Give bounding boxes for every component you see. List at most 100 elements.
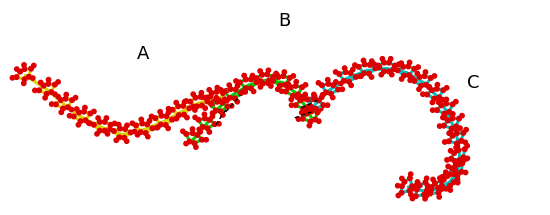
Circle shape [431, 177, 435, 182]
Circle shape [415, 187, 419, 192]
Text: A: A [137, 45, 149, 63]
Circle shape [432, 96, 437, 101]
Circle shape [316, 81, 321, 85]
Circle shape [454, 131, 459, 135]
Circle shape [316, 109, 320, 114]
Circle shape [222, 97, 227, 101]
Circle shape [271, 74, 276, 79]
Circle shape [424, 70, 428, 74]
Circle shape [235, 84, 240, 88]
Circle shape [320, 95, 324, 100]
Circle shape [442, 111, 447, 116]
Circle shape [153, 116, 158, 120]
Circle shape [461, 131, 466, 135]
Circle shape [92, 123, 96, 127]
Circle shape [400, 176, 404, 181]
Circle shape [125, 123, 129, 127]
Circle shape [430, 185, 434, 189]
Circle shape [133, 129, 137, 134]
Circle shape [117, 135, 122, 140]
Circle shape [417, 183, 422, 188]
Circle shape [192, 108, 197, 112]
Circle shape [439, 103, 444, 108]
Circle shape [269, 84, 273, 88]
Circle shape [462, 158, 466, 162]
Circle shape [299, 95, 304, 99]
Circle shape [444, 101, 448, 106]
Circle shape [376, 63, 381, 68]
Circle shape [409, 192, 413, 197]
Circle shape [221, 91, 226, 95]
Circle shape [200, 125, 205, 129]
Circle shape [417, 75, 422, 79]
Circle shape [370, 59, 374, 63]
Circle shape [301, 109, 306, 113]
Circle shape [426, 184, 430, 188]
Circle shape [220, 100, 224, 105]
Circle shape [184, 141, 188, 146]
Circle shape [382, 60, 386, 65]
Circle shape [214, 89, 219, 94]
Circle shape [397, 62, 401, 66]
Circle shape [304, 83, 307, 87]
Circle shape [65, 105, 70, 109]
Circle shape [286, 82, 290, 86]
Circle shape [448, 149, 453, 153]
Circle shape [432, 74, 437, 78]
Circle shape [117, 122, 121, 127]
Circle shape [22, 67, 27, 71]
Circle shape [193, 115, 197, 120]
Circle shape [294, 80, 299, 84]
Circle shape [425, 176, 429, 180]
Circle shape [307, 123, 311, 128]
Circle shape [207, 88, 211, 92]
Circle shape [454, 124, 459, 129]
Circle shape [430, 100, 434, 104]
Circle shape [102, 128, 107, 133]
Circle shape [456, 148, 460, 152]
Circle shape [373, 66, 378, 71]
Circle shape [159, 114, 164, 118]
Circle shape [210, 103, 214, 108]
Circle shape [275, 73, 279, 77]
Circle shape [114, 138, 118, 143]
Circle shape [208, 101, 213, 106]
Circle shape [181, 129, 185, 134]
Circle shape [170, 117, 174, 122]
Circle shape [321, 103, 326, 108]
Circle shape [372, 62, 376, 66]
Circle shape [123, 127, 127, 131]
Circle shape [205, 96, 209, 101]
Circle shape [295, 95, 300, 100]
Circle shape [140, 121, 145, 126]
Circle shape [317, 98, 321, 103]
Circle shape [436, 190, 441, 195]
Circle shape [309, 105, 313, 109]
Circle shape [447, 139, 451, 144]
Circle shape [444, 97, 448, 101]
Circle shape [443, 115, 447, 120]
Circle shape [409, 172, 413, 176]
Circle shape [56, 95, 60, 99]
Circle shape [218, 109, 223, 114]
Circle shape [392, 67, 396, 71]
Circle shape [399, 61, 404, 65]
Circle shape [188, 99, 192, 104]
Circle shape [195, 133, 200, 137]
Circle shape [195, 104, 199, 109]
Circle shape [348, 71, 353, 75]
Circle shape [21, 81, 26, 86]
Circle shape [424, 83, 428, 87]
Circle shape [399, 190, 404, 195]
Circle shape [239, 91, 244, 95]
Circle shape [191, 92, 195, 96]
Circle shape [182, 112, 186, 117]
Circle shape [312, 96, 316, 101]
Circle shape [283, 83, 287, 87]
Circle shape [443, 174, 448, 178]
Circle shape [450, 116, 455, 121]
Circle shape [200, 137, 204, 142]
Circle shape [339, 81, 343, 86]
Circle shape [301, 106, 306, 111]
Circle shape [302, 96, 307, 101]
